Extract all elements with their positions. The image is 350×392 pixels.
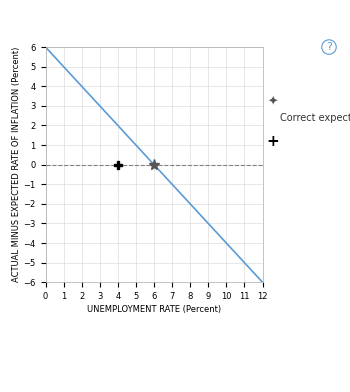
Text: Correct expectations: Correct expectations xyxy=(280,113,350,123)
Y-axis label: ACTUAL MINUS EXPECTED RATE OF INFLATION (Percent): ACTUAL MINUS EXPECTED RATE OF INFLATION … xyxy=(12,47,21,282)
Text: ✦: ✦ xyxy=(268,95,278,109)
Text: ?: ? xyxy=(326,42,332,52)
Text: +: + xyxy=(267,134,279,149)
X-axis label: UNEMPLOYMENT RATE (Percent): UNEMPLOYMENT RATE (Percent) xyxy=(87,305,221,314)
